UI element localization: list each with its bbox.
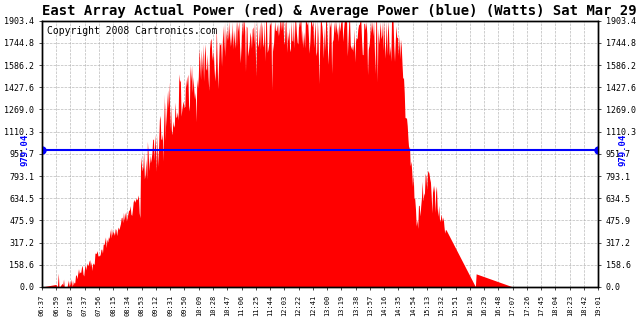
Text: 979.04: 979.04 — [21, 134, 30, 166]
Text: East Array Actual Power (red) & Average Power (blue) (Watts) Sat Mar 29 19:04: East Array Actual Power (red) & Average … — [42, 4, 640, 18]
Text: Copyright 2008 Cartronics.com: Copyright 2008 Cartronics.com — [47, 26, 218, 36]
Text: 979.04: 979.04 — [619, 134, 628, 166]
